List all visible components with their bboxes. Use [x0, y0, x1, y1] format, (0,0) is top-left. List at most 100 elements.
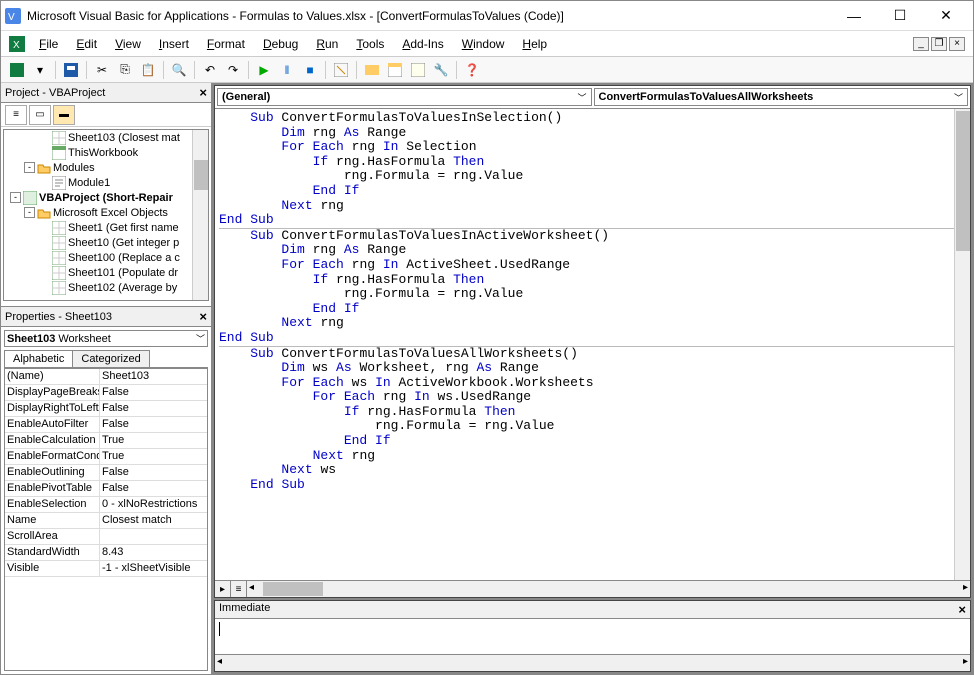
- property-row[interactable]: DisplayPageBreaksFalse: [5, 385, 207, 401]
- object-dropdown[interactable]: (General) ﹀: [217, 88, 592, 106]
- property-value[interactable]: Closest match: [100, 513, 207, 528]
- toolbox-button[interactable]: 🔧: [431, 60, 451, 80]
- property-row[interactable]: (Name)Sheet103: [5, 369, 207, 385]
- mdi-minimize-button[interactable]: _: [913, 37, 929, 51]
- property-name: EnableOutlining: [5, 465, 100, 480]
- tree-row[interactable]: Sheet10 (Get integer p: [4, 235, 208, 250]
- view-excel-button[interactable]: [7, 60, 27, 80]
- toggle-folders-button[interactable]: ▬: [53, 105, 75, 125]
- save-button[interactable]: [61, 60, 81, 80]
- tree-toggle-icon[interactable]: -: [24, 162, 35, 173]
- tree-row[interactable]: Module1: [4, 175, 208, 190]
- cut-button[interactable]: ✂: [92, 60, 112, 80]
- immediate-input[interactable]: [215, 619, 970, 654]
- mdi-restore-button[interactable]: ❐: [931, 37, 947, 51]
- property-value[interactable]: 0 - xlNoRestrictions: [100, 497, 207, 512]
- find-button[interactable]: 🔍: [169, 60, 189, 80]
- properties-window-button[interactable]: [385, 60, 405, 80]
- project-panel-title: Project - VBAProject ×: [1, 83, 211, 103]
- tab-alphabetic[interactable]: Alphabetic: [4, 350, 73, 367]
- tree-row[interactable]: -Microsoft Excel Objects: [4, 205, 208, 220]
- tree-row[interactable]: -VBAProject (Short-Repair: [4, 190, 208, 205]
- property-row[interactable]: Visible-1 - xlSheetVisible: [5, 561, 207, 577]
- property-row[interactable]: EnableCalculationTrue: [5, 433, 207, 449]
- close-button[interactable]: ✕: [923, 2, 969, 30]
- property-value[interactable]: -1 - xlSheetVisible: [100, 561, 207, 576]
- menu-window[interactable]: Window: [454, 35, 513, 53]
- tree-row[interactable]: ThisWorkbook: [4, 145, 208, 160]
- help-button[interactable]: ❓: [462, 60, 482, 80]
- property-value[interactable]: False: [100, 465, 207, 480]
- tree-row[interactable]: Sheet102 (Average by: [4, 280, 208, 295]
- property-value[interactable]: [100, 529, 207, 544]
- procedure-view-button[interactable]: ▸: [215, 581, 231, 597]
- menu-view[interactable]: View: [107, 35, 149, 53]
- menu-run[interactable]: Run: [308, 35, 346, 53]
- code-horizontal-scrollbar[interactable]: ◂ ▸: [247, 581, 970, 597]
- menu-tools[interactable]: Tools: [348, 35, 392, 53]
- run-button[interactable]: ▶: [254, 60, 274, 80]
- procedure-dropdown[interactable]: ConvertFormulasToValuesAllWorksheets ﹀: [594, 88, 969, 106]
- property-row[interactable]: StandardWidth8.43: [5, 545, 207, 561]
- tree-toggle-icon[interactable]: -: [24, 207, 35, 218]
- property-value[interactable]: True: [100, 449, 207, 464]
- property-row[interactable]: EnableAutoFilterFalse: [5, 417, 207, 433]
- redo-button[interactable]: ↷: [223, 60, 243, 80]
- mdi-close-button[interactable]: ×: [949, 37, 965, 51]
- properties-object-dropdown[interactable]: Sheet103 Worksheet ﹀: [4, 330, 208, 347]
- design-mode-button[interactable]: [331, 60, 351, 80]
- tree-row[interactable]: Sheet1 (Get first name: [4, 220, 208, 235]
- undo-button[interactable]: ↶: [200, 60, 220, 80]
- tab-categorized[interactable]: Categorized: [72, 350, 149, 367]
- property-row[interactable]: NameClosest match: [5, 513, 207, 529]
- immediate-close-button[interactable]: ×: [958, 602, 966, 617]
- insert-item-button[interactable]: ▾: [30, 60, 50, 80]
- project-tree-scrollbar[interactable]: [192, 130, 208, 300]
- copy-button[interactable]: ⎘: [115, 60, 135, 80]
- code-editor[interactable]: Sub ConvertFormulasToValuesInSelection()…: [215, 108, 970, 580]
- full-module-view-button[interactable]: ≡: [231, 581, 247, 597]
- menu-add-ins[interactable]: Add-Ins: [394, 35, 451, 53]
- code-vertical-scrollbar[interactable]: [954, 109, 970, 580]
- tree-toggle-icon[interactable]: -: [10, 192, 21, 203]
- property-value[interactable]: False: [100, 385, 207, 400]
- property-row[interactable]: EnableFormatConditiTrue: [5, 449, 207, 465]
- immediate-horizontal-scrollbar[interactable]: ◂ ▸: [215, 655, 970, 671]
- project-explorer-button[interactable]: [362, 60, 382, 80]
- view-object-button[interactable]: ▭: [29, 105, 51, 125]
- tree-row[interactable]: Sheet103 (Closest mat: [4, 130, 208, 145]
- property-row[interactable]: EnableSelection0 - xlNoRestrictions: [5, 497, 207, 513]
- property-value[interactable]: False: [100, 417, 207, 432]
- property-value[interactable]: True: [100, 433, 207, 448]
- property-row[interactable]: EnablePivotTableFalse: [5, 481, 207, 497]
- project-panel-close-button[interactable]: ×: [199, 85, 207, 100]
- reset-button[interactable]: ■: [300, 60, 320, 80]
- menu-edit[interactable]: Edit: [68, 35, 105, 53]
- view-code-button[interactable]: ≡: [5, 105, 27, 125]
- menu-debug[interactable]: Debug: [255, 35, 306, 53]
- tree-row[interactable]: Sheet100 (Replace a c: [4, 250, 208, 265]
- menu-insert[interactable]: Insert: [151, 35, 197, 53]
- menu-file[interactable]: File: [31, 35, 66, 53]
- properties-panel-close-button[interactable]: ×: [199, 309, 207, 324]
- break-button[interactable]: ‖: [277, 60, 297, 80]
- tree-row[interactable]: -Modules: [4, 160, 208, 175]
- paste-button[interactable]: 📋: [138, 60, 158, 80]
- object-browser-button[interactable]: [408, 60, 428, 80]
- tree-row[interactable]: Sheet101 (Populate dr: [4, 265, 208, 280]
- property-value[interactable]: Sheet103: [100, 369, 207, 384]
- sheet-icon: [52, 236, 66, 250]
- menu-help[interactable]: Help: [514, 35, 555, 53]
- immediate-label: Immediate: [219, 602, 270, 617]
- property-row[interactable]: EnableOutliningFalse: [5, 465, 207, 481]
- property-row[interactable]: DisplayRightToLeftFalse: [5, 401, 207, 417]
- property-value[interactable]: 8.43: [100, 545, 207, 560]
- sheet-icon: [52, 281, 66, 295]
- menu-format[interactable]: Format: [199, 35, 253, 53]
- property-row[interactable]: ScrollArea: [5, 529, 207, 545]
- property-value[interactable]: False: [100, 481, 207, 496]
- excel-icon[interactable]: X: [9, 36, 25, 52]
- minimize-button[interactable]: —: [831, 2, 877, 30]
- maximize-button[interactable]: ☐: [877, 2, 923, 30]
- property-value[interactable]: False: [100, 401, 207, 416]
